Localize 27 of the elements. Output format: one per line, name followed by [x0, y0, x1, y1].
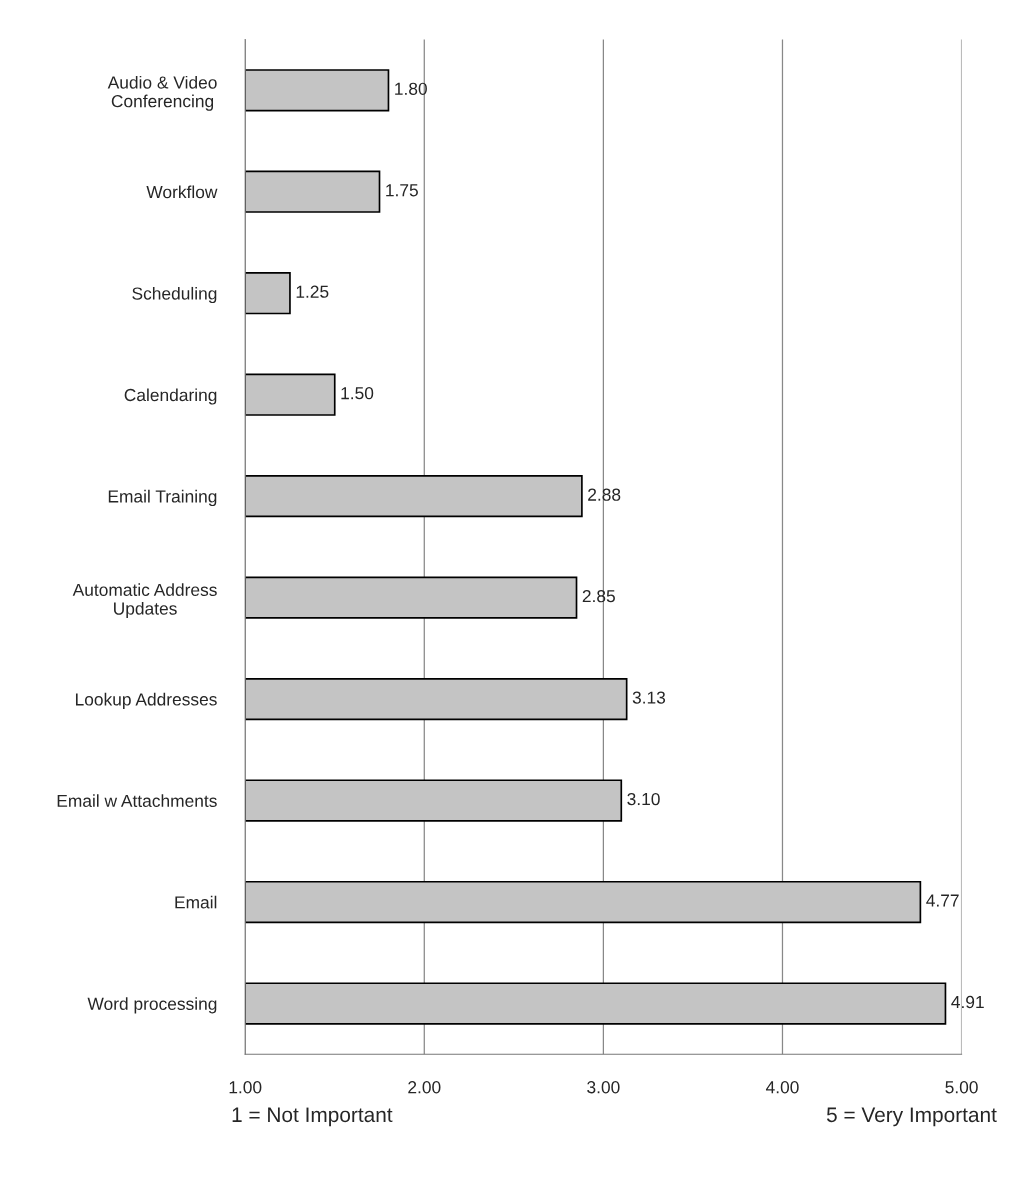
- data-label: 1.50: [341, 387, 374, 400]
- data-label: 2.85: [582, 589, 615, 603]
- data-label: 1.75: [386, 184, 418, 197]
- data-label: 2.88: [588, 488, 621, 501]
- y-tick-label: Lookup Addresses: [75, 692, 217, 709]
- x-tick-label: 5.00: [945, 1081, 978, 1094]
- x-tick-label: 2.00: [408, 1081, 441, 1094]
- y-tick-label: Calendaring: [124, 388, 217, 405]
- data-label: 3.10: [627, 792, 660, 806]
- data-label: 4.77: [926, 894, 959, 907]
- y-tick-label: Email Training: [108, 489, 217, 507]
- y-tick-label: Automatic Address Updates: [72, 583, 217, 619]
- data-label: 4.91: [951, 995, 984, 1009]
- x-tick-label: 4.00: [765, 1081, 799, 1094]
- data-label: 3.13: [632, 691, 666, 704]
- y-tick-label: Email: [175, 895, 217, 909]
- data-label: 1.80: [395, 82, 427, 95]
- y-tick-label: Workflow: [146, 185, 218, 199]
- y-tick-label: Audio & Video Conferencing: [107, 75, 217, 111]
- y-tick-label: Email w Attachments: [57, 794, 217, 808]
- text: 1 = Not Important: [232, 1107, 393, 1127]
- x-tick-label: 1.00: [229, 1081, 262, 1094]
- data-label: 1.25: [296, 285, 329, 298]
- text: 5 = Very Important: [826, 1107, 997, 1127]
- y-tick-label: Word processing: [87, 997, 217, 1014]
- x-tick-label: 3.00: [587, 1081, 620, 1094]
- y-tick-label: Scheduling: [132, 286, 217, 304]
